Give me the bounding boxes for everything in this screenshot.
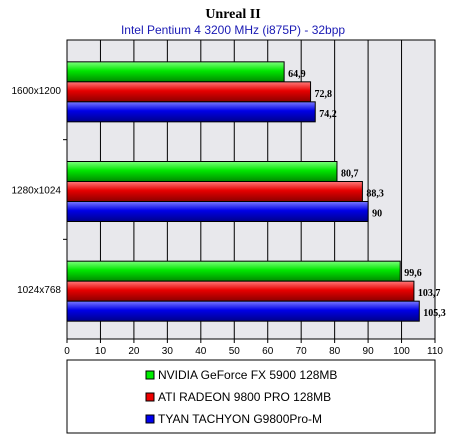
axes: 0 10 20 30 40 50 60 70 80 90 100 110 1600x1200 1280x1…: [12, 86, 444, 357]
bar: [66, 61, 285, 83]
x-tick-label: 110: [427, 346, 443, 357]
bars: 64,9 72,8 74,2 80,7 88,3 90 99,6 103,7 105,3: [66, 61, 446, 322]
bar: [66, 260, 401, 282]
bar: [66, 300, 420, 322]
x-tick-label: 20: [128, 346, 140, 357]
bar-value-label: 90: [372, 209, 382, 220]
category-label: 1280x1024: [12, 186, 62, 197]
chart-title: Unreal II: [205, 7, 260, 22]
legend-swatch: [145, 370, 155, 380]
x-tick-label: 10: [95, 346, 107, 357]
bar: [66, 280, 415, 302]
bar: [66, 181, 363, 202]
bar-value-label: 64,9: [288, 69, 306, 80]
bar: [66, 81, 312, 103]
category-label: 1024x768: [17, 285, 61, 296]
bar: [66, 101, 316, 123]
category-label: 1600x1200: [12, 86, 62, 97]
bar-value-label: 80,7: [341, 169, 359, 180]
x-tick-label: 60: [262, 346, 274, 357]
bar-value-label: 99,6: [404, 268, 422, 279]
x-tick-label: 0: [64, 346, 70, 357]
x-tick-label: 90: [363, 346, 375, 357]
bar-value-label: 88,3: [366, 189, 384, 200]
x-tick-label: 80: [329, 346, 341, 357]
bar: [66, 161, 338, 182]
bar-value-label: 72,8: [315, 89, 333, 100]
legend-box: [66, 359, 436, 434]
x-tick-label: 50: [229, 346, 241, 357]
chart-subtitle: Intel Pentium 4 3200 MHz (i875P) - 32bpp: [121, 23, 345, 37]
bar-value-label: 74,2: [319, 109, 337, 120]
bar-value-label: 103,7: [418, 288, 441, 299]
legend-label: ATI RADEON 9800 PRO 128MB: [158, 390, 331, 404]
x-tick-label: 100: [393, 346, 410, 357]
legend-label: TYAN TACHYON G9800Pro-M: [158, 412, 322, 426]
bar-value-label: 105,3: [423, 308, 446, 319]
legend-swatch: [145, 392, 155, 402]
legend-label: NVIDIA GeForce FX 5900 128MB: [158, 368, 337, 382]
x-tick-label: 40: [195, 346, 207, 357]
legend-swatch: [145, 414, 155, 424]
bar: [66, 201, 369, 222]
x-tick-label: 70: [296, 346, 308, 357]
x-tick-label: 30: [162, 346, 174, 357]
legend: NVIDIA GeForce FX 5900 128MB ATI RADEON 9…: [145, 368, 337, 426]
